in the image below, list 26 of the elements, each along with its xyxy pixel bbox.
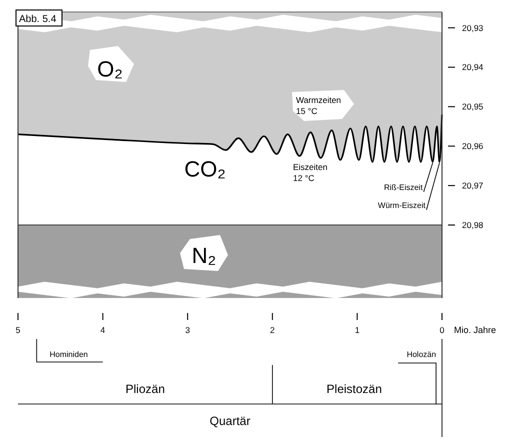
x-tick-label: 3: [185, 325, 190, 335]
chart-title: Abb. 5.4: [19, 14, 57, 25]
band-label: N₂: [192, 243, 216, 268]
y-tick-label: 20,94: [462, 62, 484, 72]
x-axis-title: Mio. Jahre: [454, 325, 496, 335]
x-tick-label: 5: [16, 325, 21, 335]
annotation: Riß-Eiszeit: [384, 182, 424, 192]
x-tick-label: 1: [354, 325, 360, 335]
annotation: CO₂: [184, 156, 226, 182]
annotation: Warmzeiten 15 °C: [296, 95, 342, 116]
text: Quartär: [210, 414, 250, 428]
text: Hominiden: [50, 350, 88, 359]
x-tick-label: 4: [100, 325, 106, 335]
y-tick-label: 20,93: [462, 22, 484, 33]
annotation: O₂: [97, 56, 123, 82]
x-tick-label: 2: [270, 325, 276, 335]
text: Pleistozän: [326, 382, 382, 396]
annotation: Würm-Eiszeit: [378, 200, 426, 210]
text: Holozän: [406, 350, 436, 359]
y-tick-label: 20,97: [462, 180, 484, 191]
text: Pliozän: [126, 382, 165, 396]
y-tick-label: 20,95: [462, 102, 484, 112]
x-tick-label: 0: [440, 325, 445, 335]
annotation: Eiszeiten 12 °C: [293, 162, 328, 184]
y-tick-label: 20,98: [462, 220, 484, 230]
y-tick-label: 20,96: [462, 141, 484, 152]
